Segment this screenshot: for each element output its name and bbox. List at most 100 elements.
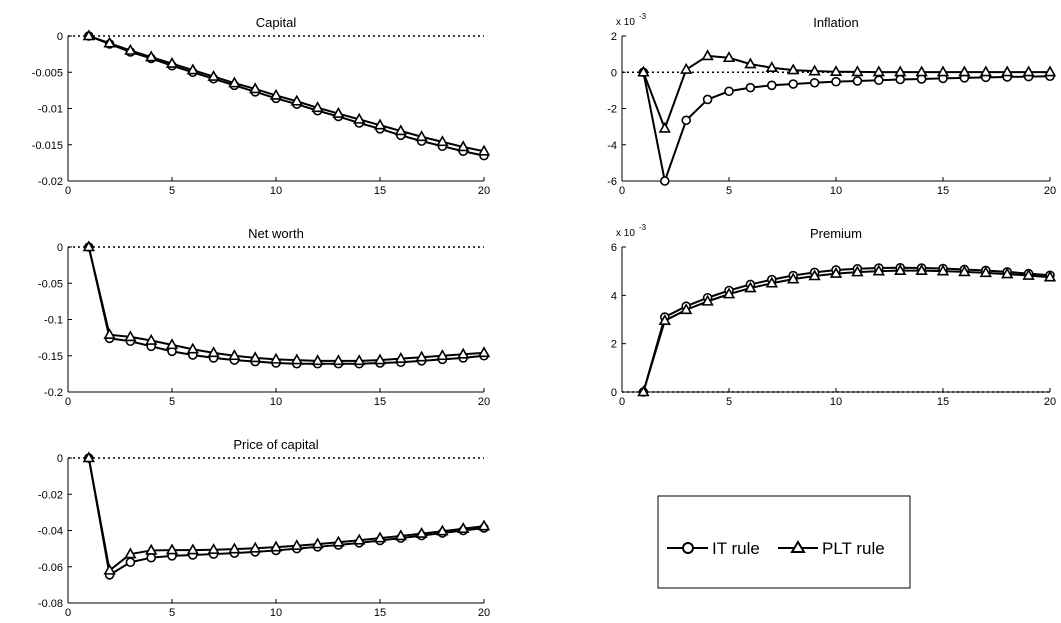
- series-line-plt-rule: [642, 54, 1050, 132]
- x-tick-label: 10: [830, 185, 842, 197]
- data-point-plt-rule: [394, 529, 407, 541]
- y-tick-label: -6: [607, 176, 617, 188]
- data-point-plt-rule: [637, 65, 650, 77]
- data-point-plt-rule: [249, 82, 262, 94]
- y-tick-label: -0.02: [38, 176, 63, 188]
- x-tick-label: 20: [478, 185, 490, 197]
- data-point-plt-rule: [269, 352, 283, 364]
- y-tick-label: -0.02: [38, 489, 63, 501]
- data-point-plt-rule: [124, 330, 137, 342]
- data-point-plt-rule: [207, 346, 220, 358]
- x-tick-label: 20: [478, 396, 490, 408]
- data-point-plt-rule: [373, 353, 387, 365]
- data-point-plt-rule: [744, 281, 757, 293]
- data-point-plt-rule: [872, 65, 885, 77]
- data-point-plt-rule: [436, 135, 449, 147]
- data-point-plt-rule: [207, 69, 220, 81]
- x-tick-label: 5: [169, 185, 175, 197]
- data-point-plt-rule: [477, 144, 491, 156]
- y-tick-label: 4: [611, 290, 617, 302]
- y-tick-label: -4: [607, 140, 617, 152]
- data-point-plt-rule: [979, 266, 992, 278]
- y-tick-label: 6: [611, 242, 617, 254]
- data-point-plt-rule: [658, 314, 671, 326]
- data-point-plt-rule: [311, 537, 324, 549]
- data-point-plt-rule: [701, 49, 714, 61]
- y-tick-label: -0.005: [32, 67, 63, 79]
- data-point-plt-rule: [103, 328, 116, 340]
- data-point-plt-rule: [744, 57, 757, 69]
- data-point-plt-rule: [165, 543, 179, 555]
- data-point-plt-rule: [457, 140, 470, 152]
- x-tick-label: 15: [937, 185, 949, 197]
- data-point-plt-rule: [979, 65, 992, 77]
- data-point-it-rule: [788, 79, 799, 89]
- y-tick-label: -0.05: [38, 278, 63, 290]
- data-point-plt-rule: [457, 347, 470, 359]
- data-point-plt-rule: [1022, 268, 1035, 280]
- x-tick-label: 15: [937, 396, 949, 408]
- legend-triangle-marker: [790, 540, 806, 553]
- data-point-it-rule: [681, 115, 692, 126]
- x-tick-label: 10: [830, 396, 842, 408]
- exponent-power: -3: [639, 12, 647, 21]
- y-tick-label: 0: [611, 67, 617, 79]
- data-point-plt-rule: [269, 540, 283, 552]
- data-point-plt-rule: [165, 56, 179, 68]
- chart-title: Capital: [256, 15, 297, 30]
- exponent-label: x 10: [616, 17, 635, 28]
- data-point-plt-rule: [680, 62, 693, 74]
- exponent-label: x 10: [616, 228, 635, 239]
- data-point-plt-rule: [124, 43, 137, 55]
- x-tick-label: 10: [270, 607, 282, 619]
- data-point-it-rule: [831, 76, 841, 87]
- data-point-plt-rule: [477, 346, 491, 358]
- data-point-plt-rule: [1043, 270, 1057, 282]
- data-point-plt-rule: [851, 65, 864, 77]
- y-tick-label: -0.015: [32, 140, 63, 152]
- exponent-power: -3: [639, 223, 647, 232]
- data-point-it-rule: [873, 75, 884, 86]
- y-tick-label: -0.08: [38, 598, 63, 610]
- data-point-plt-rule: [765, 276, 778, 288]
- data-point-plt-rule: [82, 29, 95, 41]
- data-point-plt-rule: [1001, 65, 1014, 77]
- data-point-plt-rule: [103, 563, 116, 575]
- data-point-it-rule: [766, 80, 777, 91]
- x-tick-label: 15: [374, 396, 386, 408]
- x-tick-label: 5: [726, 185, 732, 197]
- data-point-plt-rule: [894, 65, 907, 77]
- data-point-plt-rule: [894, 264, 907, 275]
- y-tick-label: 0: [611, 387, 617, 399]
- y-tick-label: -0.2: [44, 387, 63, 399]
- chart-title: Price of capital: [233, 437, 318, 452]
- data-point-plt-rule: [936, 65, 950, 77]
- data-point-plt-rule: [186, 342, 199, 354]
- y-tick-label: -0.06: [38, 562, 63, 574]
- data-point-plt-rule: [332, 354, 345, 366]
- x-tick-label: 20: [1044, 396, 1056, 408]
- data-point-plt-rule: [269, 88, 283, 100]
- legend-label-it-rule: IT rule: [712, 539, 760, 558]
- data-point-plt-rule: [808, 64, 821, 76]
- data-point-plt-rule: [290, 353, 303, 365]
- data-point-plt-rule: [765, 61, 778, 73]
- chart-title: Net worth: [248, 226, 304, 241]
- data-point-plt-rule: [145, 333, 158, 345]
- data-point-plt-rule: [415, 130, 428, 142]
- legend-entry-it-rule: IT rule: [667, 539, 760, 558]
- x-tick-label: 0: [619, 396, 625, 408]
- data-point-plt-rule: [373, 531, 387, 543]
- series-line-it-rule: [642, 72, 1051, 185]
- data-point-plt-rule: [701, 294, 714, 306]
- data-point-plt-rule: [477, 519, 491, 531]
- data-point-it-rule: [659, 176, 670, 186]
- data-point-plt-rule: [290, 539, 303, 551]
- data-point-plt-rule: [915, 65, 928, 77]
- data-point-plt-rule: [207, 543, 220, 555]
- data-point-plt-rule: [249, 351, 262, 363]
